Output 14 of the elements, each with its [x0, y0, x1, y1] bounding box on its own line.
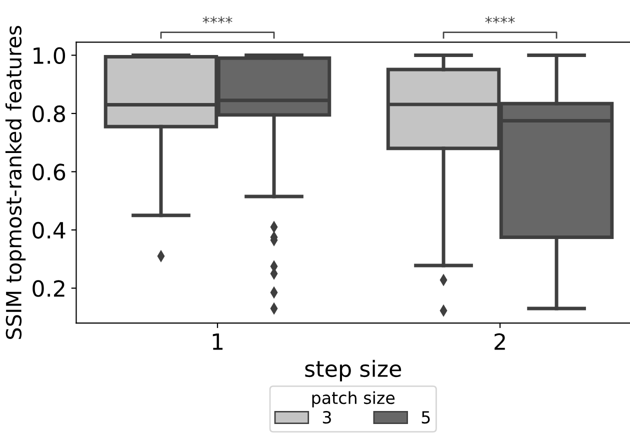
y-tick-label: 0.8	[32, 105, 65, 122]
y-tick-label: 0.6	[32, 164, 66, 180]
y-tick-label: 1.0	[34, 47, 66, 64]
y-axis-title: SSIM topmost-ranked features	[5, 26, 26, 339]
x-tick-label: 2	[494, 333, 505, 350]
legend-label: 5	[422, 411, 430, 424]
text: ****	[202, 16, 232, 24]
x-axis-title: step size	[305, 360, 402, 382]
x-tick-label: 1	[212, 334, 223, 350]
y-tick-label: 0.4	[32, 222, 66, 239]
legend-title: patch size	[312, 391, 395, 408]
text: ****	[485, 16, 515, 24]
legend-label: 3	[322, 410, 331, 424]
y-tick-label: 0.2	[32, 280, 64, 297]
